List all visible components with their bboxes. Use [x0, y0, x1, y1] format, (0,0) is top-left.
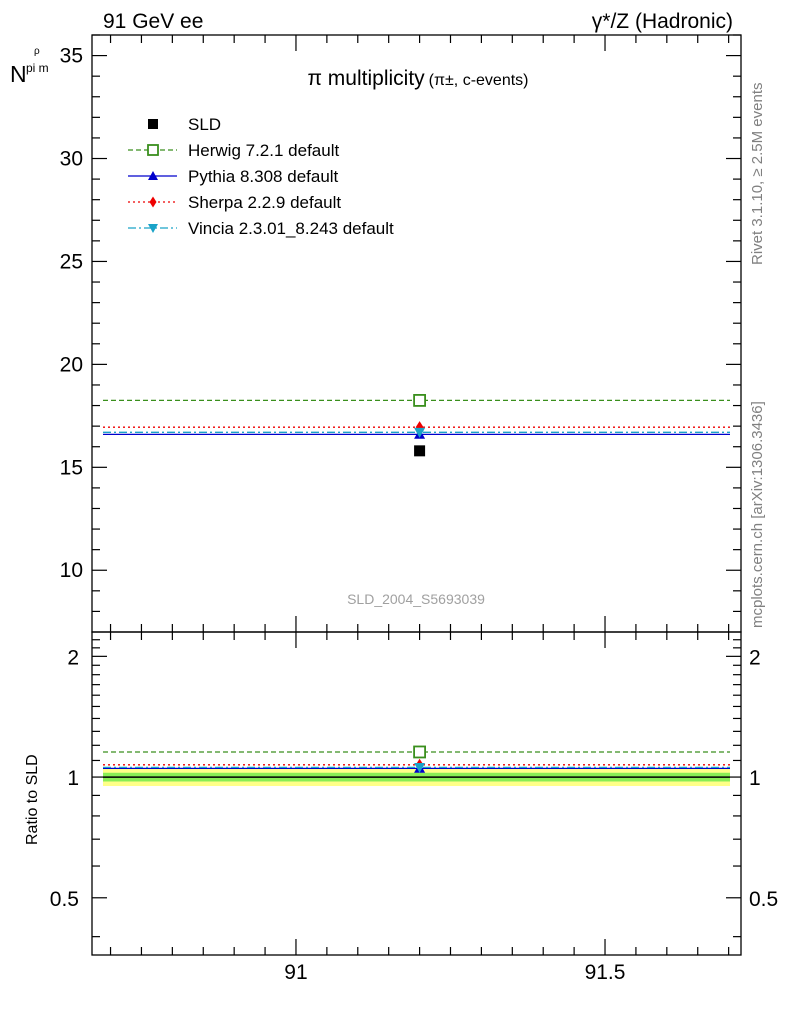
ratio-series [103, 745, 730, 773]
header-left: 91 GeV ee [103, 10, 203, 33]
header-right: γ*/Z (Hadronic) [592, 10, 733, 33]
ratio-ytick-label-right: 2 [749, 646, 761, 669]
main-ytick-label: 20 [60, 353, 83, 376]
legend-marker [149, 196, 157, 208]
legend-marker [148, 224, 158, 233]
series-marker [414, 445, 426, 457]
main-title-text: π multiplicity [307, 67, 425, 90]
xtick-label: 91 [284, 961, 307, 984]
ratio-series-marker [413, 745, 426, 759]
x-axis: 91 91.5 [109, 35, 730, 984]
ratio-series-marker [414, 763, 426, 773]
series-marker [414, 427, 426, 438]
main-y-axis: 10 15 20 25 30 35 [60, 34, 741, 613]
legend-label: Herwig 7.2.1 default [188, 141, 339, 160]
ratio-ytick-label-right: 0.5 [749, 888, 778, 911]
ratio-ytick-label: 2 [67, 646, 79, 669]
main-y-label: N pi m ρ [10, 46, 49, 87]
main-title: π multiplicity (π±, c-events) [307, 67, 528, 90]
legend-label: Vincia 2.3.01_8.243 default [188, 219, 394, 238]
legend-marker [148, 119, 158, 129]
legend: SLD Herwig 7.2.1 default Pythia 8.308 defa… [128, 115, 394, 238]
legend-marker [148, 171, 158, 180]
main-ylabel-sup: ρ [34, 46, 40, 57]
analysis-watermark: SLD_2004_S5693039 [347, 591, 485, 607]
main-series [103, 394, 730, 457]
ratio-ytick-label-right: 1 [749, 767, 761, 790]
legend-marker [147, 144, 159, 156]
main-ylabel-sub: pi m [26, 61, 49, 75]
main-ytick-label: 35 [60, 45, 83, 68]
main-ytick-label: 10 [60, 559, 83, 582]
xtick-label: 91.5 [585, 961, 626, 984]
legend-label: Pythia 8.308 default [188, 167, 339, 186]
main-ytick-label: 30 [60, 148, 83, 171]
ratio-ytick-label: 1 [67, 767, 79, 790]
series-marker [415, 421, 424, 434]
ratio-ylabel: Ratio to SLD [24, 754, 41, 845]
main-title-sub: (π±, c-events) [429, 72, 529, 89]
ratio-uncertainty-band [103, 768, 730, 786]
main-ytick-label: 25 [60, 250, 83, 273]
legend-label: Sherpa 2.2.9 default [188, 193, 341, 212]
main-ylabel: N [10, 61, 27, 87]
ratio-y-axis: 0.5 0.5 1 1 2 2 [50, 639, 778, 938]
ratio-panel-frame [91, 631, 742, 956]
series-marker [413, 394, 426, 407]
main-ytick-label: 15 [60, 456, 83, 479]
mcplots-label: mcplots.cern.ch [arXiv:1306.3436] [749, 401, 766, 628]
rivet-label: Rivet 3.1.10, ≥ 2.5M events [749, 83, 766, 266]
ratio-ytick-label: 0.5 [50, 888, 79, 911]
legend-label: SLD [188, 115, 221, 134]
